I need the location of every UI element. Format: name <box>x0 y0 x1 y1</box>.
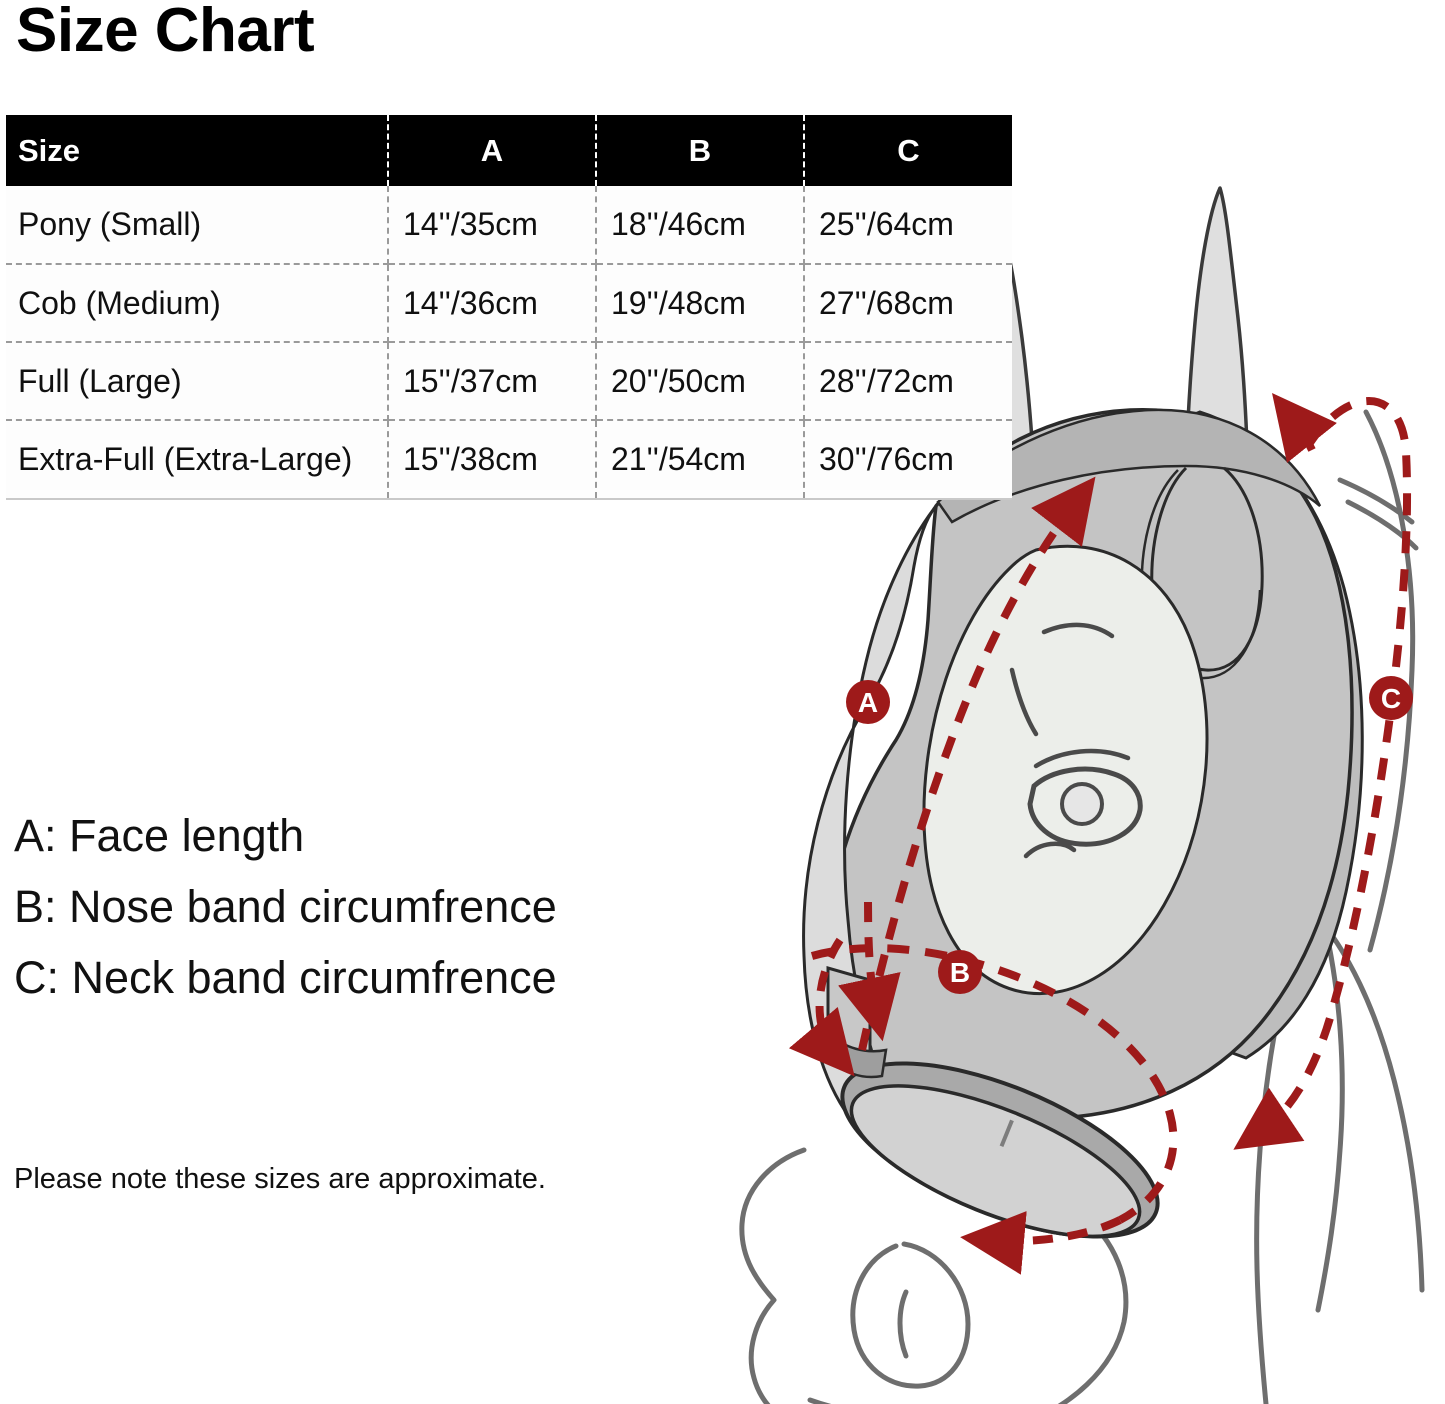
cell-b: 19''/48cm <box>596 264 805 343</box>
footnote-text: Please note these sizes are approximate. <box>14 1163 546 1195</box>
cell-a: 14''/35cm <box>388 186 597 265</box>
table-header-row: Size A B C <box>6 115 1012 186</box>
legend-item-b: B: Nose band circumfrence <box>14 881 557 932</box>
badge-a-label: A <box>858 687 878 718</box>
size-chart-table-wrapper: Size A B C Pony (Small) 14''/35cm 18''/4… <box>6 115 1012 498</box>
badge-b-label: B <box>950 957 970 988</box>
horse-eye <box>1009 622 1143 859</box>
badge-a: A <box>846 680 890 724</box>
badge-c-label: C <box>1381 683 1401 714</box>
table-row: Full (Large) 15''/37cm 20''/50cm 28''/72… <box>6 342 1012 421</box>
table-row: Cob (Medium) 14''/36cm 19''/48cm 27''/68… <box>6 264 1012 343</box>
measure-c-line <box>1233 393 1412 1150</box>
page-title: Size Chart <box>16 0 315 65</box>
cell-c: 30''/76cm <box>804 420 1012 498</box>
cell-size: Pony (Small) <box>6 186 389 265</box>
measurement-legend: A: Face length B: Nose band circumfrence… <box>14 800 557 1013</box>
column-header-b: B <box>596 115 805 186</box>
table-row: Extra-Full (Extra-Large) 15''/38cm 21''/… <box>6 420 1012 498</box>
cell-b: 18''/46cm <box>596 186 805 265</box>
cell-a: 15''/38cm <box>388 420 597 498</box>
table-row: Pony (Small) 14''/35cm 18''/46cm 25''/64… <box>6 186 1012 265</box>
cell-b: 20''/50cm <box>596 342 805 421</box>
measure-a-line <box>858 476 1096 1051</box>
column-header-c: C <box>804 115 1012 186</box>
cell-c: 25''/64cm <box>804 186 1012 265</box>
badge-c: C <box>1369 676 1413 720</box>
cell-c: 28''/72cm <box>804 342 1012 421</box>
measure-b-line <box>788 901 1178 1275</box>
table-header: Size A B C <box>6 115 1012 186</box>
fly-mask-body <box>802 407 1364 1239</box>
legend-item-c: C: Neck band circumfrence <box>14 952 557 1003</box>
legend-item-a: A: Face length <box>14 810 305 861</box>
nose-band-opening <box>840 1061 1160 1239</box>
cell-size: Full (Large) <box>6 342 389 421</box>
badge-b: B <box>938 950 982 994</box>
cell-c: 27''/68cm <box>804 264 1012 343</box>
cell-a: 14''/36cm <box>388 264 597 343</box>
column-header-a: A <box>388 115 597 186</box>
cell-b: 21''/54cm <box>596 420 805 498</box>
table-body: Pony (Small) 14''/35cm 18''/46cm 25''/64… <box>6 186 1012 498</box>
column-header-size: Size <box>6 115 389 186</box>
size-chart-table: Size A B C Pony (Small) 14''/35cm 18''/4… <box>6 115 1012 498</box>
cell-size: Extra-Full (Extra-Large) <box>6 420 389 498</box>
cell-a: 15''/37cm <box>388 342 597 421</box>
cell-size: Cob (Medium) <box>6 264 389 343</box>
